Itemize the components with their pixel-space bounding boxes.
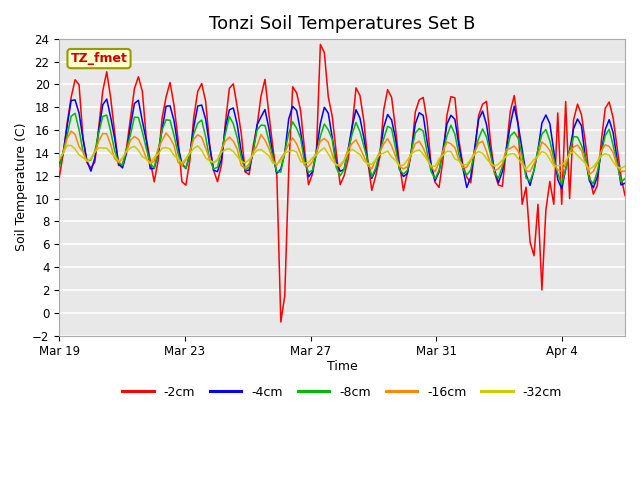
Y-axis label: Soil Temperature (C): Soil Temperature (C) bbox=[15, 123, 28, 252]
Text: TZ_fmet: TZ_fmet bbox=[70, 52, 127, 65]
Title: Tonzi Soil Temperatures Set B: Tonzi Soil Temperatures Set B bbox=[209, 15, 476, 33]
X-axis label: Time: Time bbox=[327, 360, 358, 373]
Legend: -2cm, -4cm, -8cm, -16cm, -32cm: -2cm, -4cm, -8cm, -16cm, -32cm bbox=[117, 381, 567, 404]
